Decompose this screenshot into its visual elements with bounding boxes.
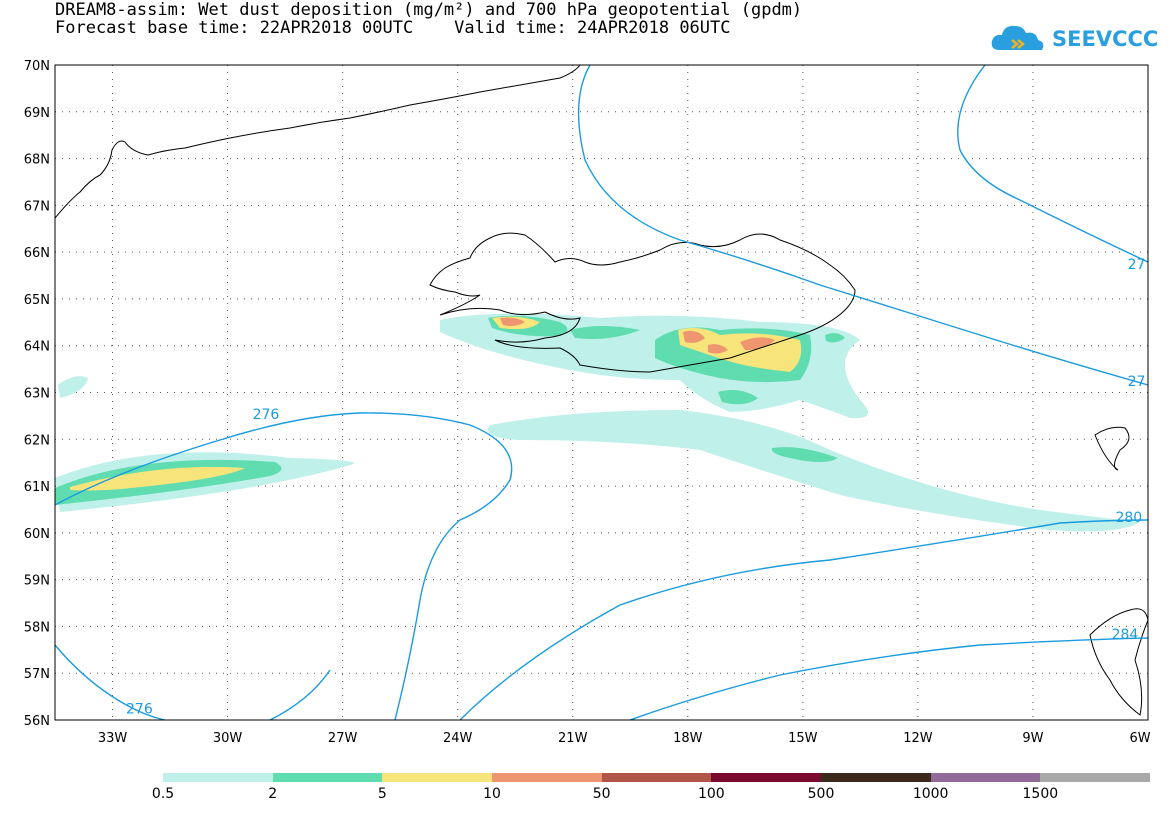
contour-label: 276 xyxy=(126,702,153,718)
geopotential-contours xyxy=(55,65,1148,720)
lon-tick-label: 33W xyxy=(98,731,128,746)
lon-tick-label: 9W xyxy=(1022,731,1043,746)
lon-tick-label: 24W xyxy=(443,731,473,746)
legend-label: 2 xyxy=(268,786,278,802)
legend-label: 1500 xyxy=(1022,786,1059,802)
legend-swatch xyxy=(272,773,383,782)
legend-label: 10 xyxy=(483,786,501,802)
lat-tick-label: 60N xyxy=(24,527,50,542)
logo-text: SEEVCCC xyxy=(1052,27,1159,51)
lat-tick-label: 59N xyxy=(24,574,50,589)
lat-tick-label: 69N xyxy=(24,106,50,121)
legend-swatch xyxy=(711,773,822,782)
lon-tick-label: 6W xyxy=(1129,731,1150,746)
coastline-faroe-shetland xyxy=(1089,426,1148,716)
lon-tick-label: 27W xyxy=(328,731,358,746)
dust-plume-iceland xyxy=(440,313,1140,532)
legend-label: 5 xyxy=(377,786,387,802)
axis-labels: 70N 69N 68N 67N 66N 65N 64N 63N 62N 61N 60N 59N 58N 5… xyxy=(24,59,1151,746)
lat-tick-label: 58N xyxy=(24,620,50,635)
lat-tick-label: 65N xyxy=(24,293,50,308)
legend-swatch xyxy=(492,773,603,782)
contour-label: 27 xyxy=(1128,257,1146,273)
contour-label: 276 xyxy=(253,407,280,423)
lat-tick-label: 56N xyxy=(24,714,50,729)
legend-label: 0.5 xyxy=(151,786,175,802)
legend-label: 1000 xyxy=(912,786,949,802)
lat-tick-label: 62N xyxy=(24,433,50,448)
legend-swatch xyxy=(163,773,274,782)
map-subtitle: Forecast base time: 22APR2018 00UTC Vali… xyxy=(55,18,731,38)
legend-swatch xyxy=(930,773,1041,782)
contour-label: 280 xyxy=(1115,510,1142,526)
dust-plume-west xyxy=(55,376,354,512)
legend-swatch xyxy=(382,773,493,782)
lat-tick-label: 57N xyxy=(24,667,50,682)
legend-swatch xyxy=(1040,773,1151,782)
lon-tick-label: 30W xyxy=(213,731,243,746)
lon-tick-label: 18W xyxy=(673,731,703,746)
coastline-greenland xyxy=(55,65,581,219)
contour-label: 284 xyxy=(1112,627,1139,643)
legend-label: 50 xyxy=(592,786,611,802)
map-title: DREAM8-assim: Wet dust deposition (mg/m²… xyxy=(55,0,803,20)
lat-tick-label: 61N xyxy=(24,480,50,495)
lon-tick-label: 21W xyxy=(558,731,588,746)
lat-tick-label: 63N xyxy=(24,387,50,402)
lat-tick-label: 67N xyxy=(24,199,50,214)
grid-lines xyxy=(55,65,1148,720)
plot-frame xyxy=(54,64,1149,721)
legend-label: 100 xyxy=(697,786,725,802)
lat-tick-label: 66N xyxy=(24,246,50,261)
lat-tick-label: 64N xyxy=(24,340,50,355)
contour-label: 27 xyxy=(1128,374,1146,390)
contour-labels: 276 276 280 284 27 27 xyxy=(126,257,1146,718)
lon-tick-label: 12W xyxy=(903,731,933,746)
legend-label: 500 xyxy=(807,786,835,802)
lat-tick-label: 70N xyxy=(24,59,50,74)
lat-tick-label: 68N xyxy=(24,153,50,168)
legend-swatch xyxy=(601,773,712,782)
lon-tick-label: 15W xyxy=(788,731,818,746)
coastline-iceland xyxy=(429,232,856,373)
cloud-icon xyxy=(991,25,1044,50)
legend-swatch xyxy=(821,773,932,782)
